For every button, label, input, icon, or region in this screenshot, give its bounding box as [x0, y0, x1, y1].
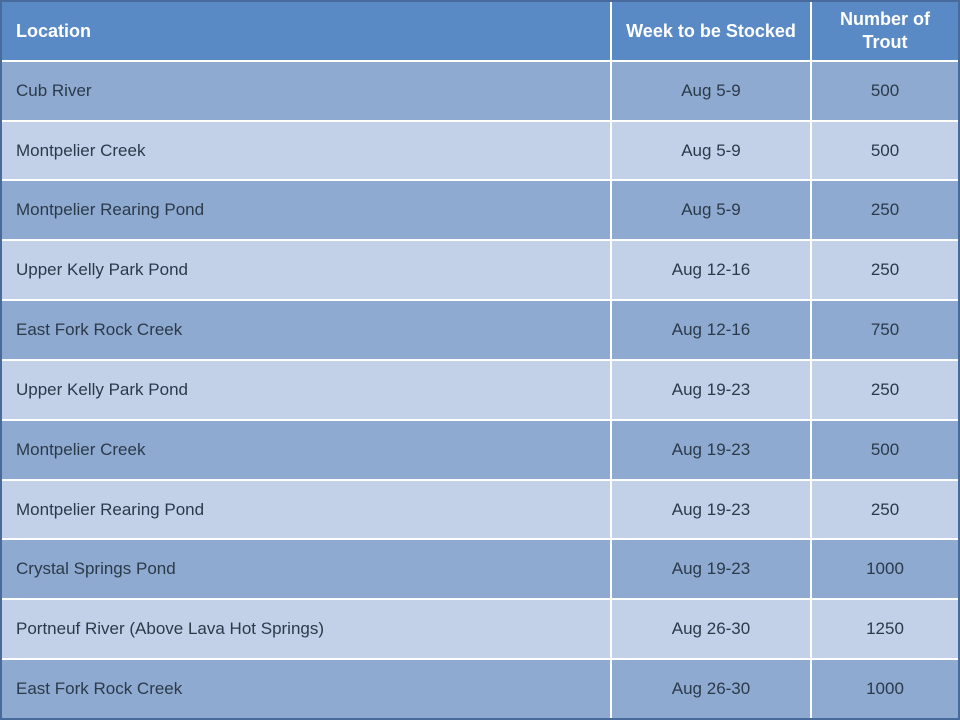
table-row: East Fork Rock CreekAug 12-16750 — [2, 301, 958, 361]
table-row: Cub RiverAug 5-9500 — [2, 62, 958, 122]
cell-trout: 1250 — [812, 600, 958, 658]
cell-trout: 1000 — [812, 540, 958, 598]
table-row: Upper Kelly Park PondAug 19-23250 — [2, 361, 958, 421]
table-row: Montpelier Rearing PondAug 5-9250 — [2, 181, 958, 241]
cell-week: Aug 12-16 — [612, 241, 812, 299]
cell-location: Portneuf River (Above Lava Hot Springs) — [2, 600, 612, 658]
table-header-row: Location Week to be Stocked Number of Tr… — [2, 2, 958, 62]
cell-trout: 250 — [812, 361, 958, 419]
table-row: Portneuf River (Above Lava Hot Springs)A… — [2, 600, 958, 660]
cell-week: Aug 5-9 — [612, 122, 812, 180]
stocking-table: Location Week to be Stocked Number of Tr… — [0, 0, 960, 720]
cell-week: Aug 19-23 — [612, 361, 812, 419]
col-header-trout: Number of Trout — [812, 2, 958, 60]
table-row: Montpelier CreekAug 5-9500 — [2, 122, 958, 182]
cell-trout: 500 — [812, 421, 958, 479]
cell-location: Montpelier Rearing Pond — [2, 481, 612, 539]
cell-trout: 250 — [812, 241, 958, 299]
table-row: Upper Kelly Park PondAug 12-16250 — [2, 241, 958, 301]
cell-week: Aug 12-16 — [612, 301, 812, 359]
table-row: Montpelier Rearing PondAug 19-23250 — [2, 481, 958, 541]
cell-location: Cub River — [2, 62, 612, 120]
cell-trout: 750 — [812, 301, 958, 359]
cell-week: Aug 19-23 — [612, 421, 812, 479]
cell-location: Crystal Springs Pond — [2, 540, 612, 598]
cell-location: East Fork Rock Creek — [2, 301, 612, 359]
cell-week: Aug 19-23 — [612, 481, 812, 539]
cell-week: Aug 26-30 — [612, 600, 812, 658]
cell-week: Aug 5-9 — [612, 62, 812, 120]
cell-location: Montpelier Rearing Pond — [2, 181, 612, 239]
cell-location: East Fork Rock Creek — [2, 660, 612, 718]
cell-location: Upper Kelly Park Pond — [2, 361, 612, 419]
table-row: Montpelier CreekAug 19-23500 — [2, 421, 958, 481]
col-header-location: Location — [2, 2, 612, 60]
cell-week: Aug 5-9 — [612, 181, 812, 239]
cell-trout: 250 — [812, 181, 958, 239]
cell-location: Upper Kelly Park Pond — [2, 241, 612, 299]
table-row: Crystal Springs PondAug 19-231000 — [2, 540, 958, 600]
cell-trout: 250 — [812, 481, 958, 539]
col-header-week: Week to be Stocked — [612, 2, 812, 60]
cell-trout: 500 — [812, 62, 958, 120]
cell-week: Aug 19-23 — [612, 540, 812, 598]
table-row: East Fork Rock CreekAug 26-301000 — [2, 660, 958, 718]
cell-trout: 1000 — [812, 660, 958, 718]
cell-trout: 500 — [812, 122, 958, 180]
cell-location: Montpelier Creek — [2, 421, 612, 479]
cell-week: Aug 26-30 — [612, 660, 812, 718]
cell-location: Montpelier Creek — [2, 122, 612, 180]
